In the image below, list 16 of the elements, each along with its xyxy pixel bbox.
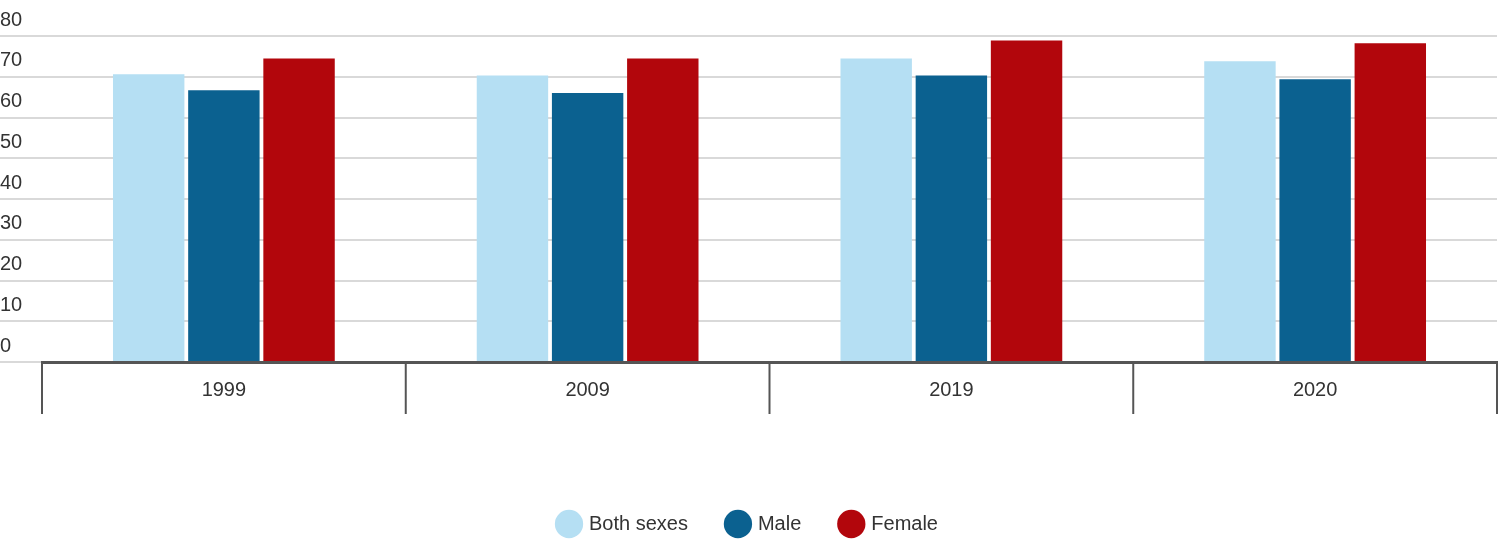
legend-label: Female [871, 511, 939, 534]
y-tick-label: 50 [0, 129, 23, 152]
y-tick-label: 10 [0, 292, 23, 315]
y-tick-label: 80 [0, 7, 23, 30]
x-tick-label: 2009 [565, 377, 610, 400]
legend-label: Male [757, 511, 802, 534]
y-tick-label: 0 [0, 333, 12, 356]
y-tick-label: 40 [0, 170, 23, 193]
y-tick-label: 30 [0, 211, 23, 234]
x-tick-label: 2019 [929, 377, 974, 400]
x-tick-label: 2020 [1292, 377, 1338, 400]
x-tick-label: 1999 [201, 377, 247, 400]
legend-label: Both sexes [589, 511, 688, 534]
y-tick-label: 70 [0, 48, 23, 71]
y-tick-label: 60 [0, 89, 23, 112]
y-tick-label: 20 [0, 252, 23, 275]
